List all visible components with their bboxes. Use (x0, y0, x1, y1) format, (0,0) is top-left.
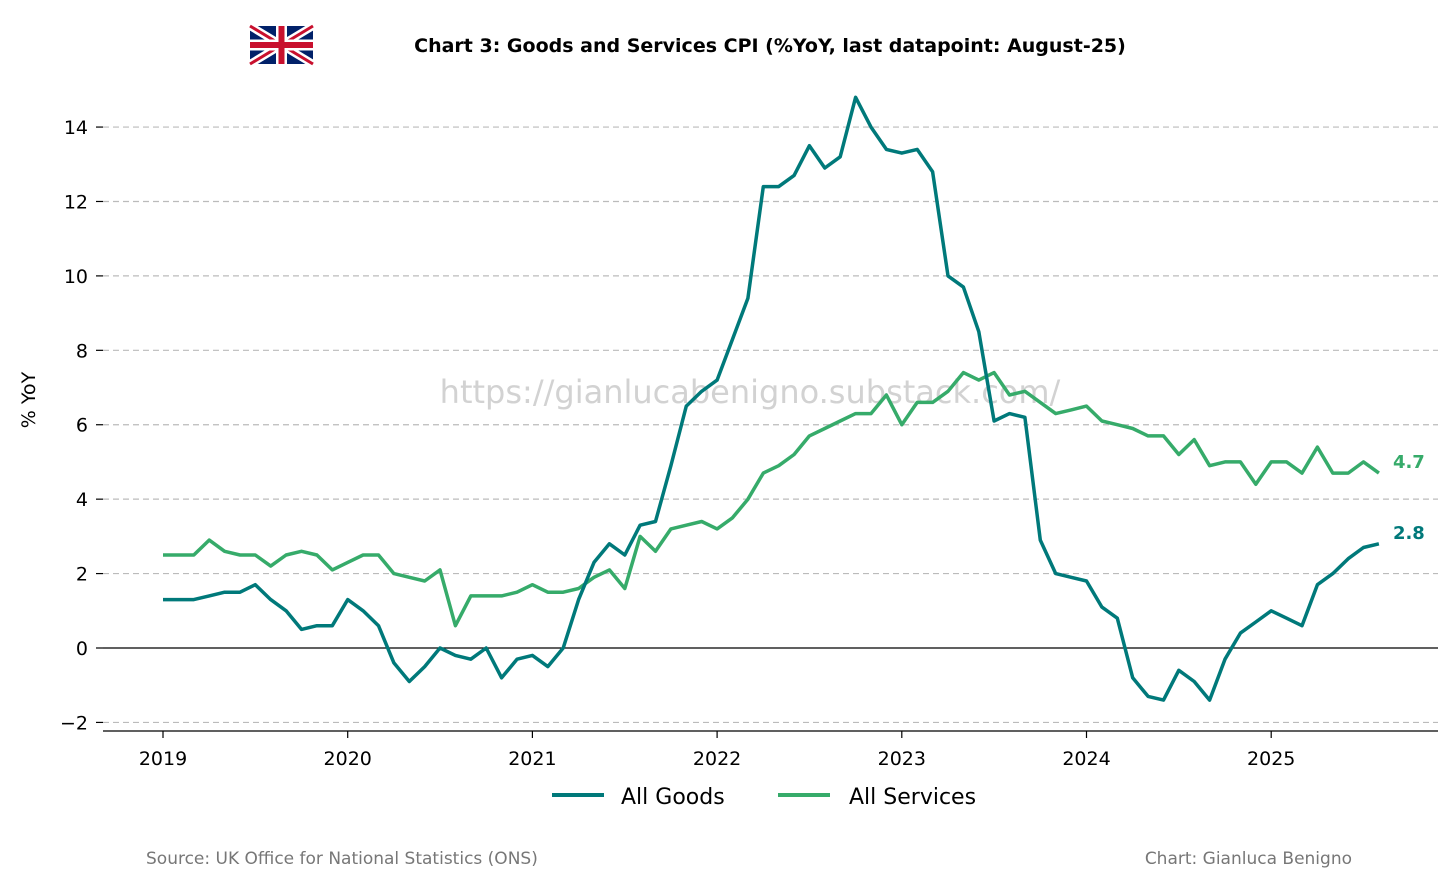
x-tick-label: 2020 (324, 748, 372, 770)
y-tick-label: 2 (76, 564, 88, 586)
uk-flag-icon (247, 22, 316, 68)
chart-title: Chart 3: Goods and Services CPI (%YoY, l… (414, 35, 1126, 57)
y-tick-label: 4 (76, 489, 88, 511)
x-tick-label: 2025 (1247, 748, 1295, 770)
y-tick-label: 12 (64, 191, 88, 213)
chart-credit: Chart: Gianluca Benigno (1145, 849, 1352, 869)
end-value-label: 2.8 (1393, 523, 1425, 544)
series-line-all-goods (163, 95, 1380, 702)
y-tick-label: 6 (76, 415, 88, 437)
x-tick-label: 2021 (508, 748, 556, 770)
y-tick-label: 0 (76, 638, 88, 660)
y-tick-label: −2 (60, 712, 88, 734)
legend: All Goods All Services (552, 785, 976, 810)
source-note: Source: UK Office for National Statistic… (146, 849, 538, 869)
series-line-all-services (163, 370, 1380, 628)
end-value-label: 4.7 (1393, 452, 1425, 473)
y-tick-label: 10 (64, 266, 88, 288)
legend-label-goods: All Goods (621, 785, 725, 810)
watermark: https://gianlucabenigno.substack.com/ (440, 373, 1061, 411)
x-tick-label: 2022 (693, 748, 741, 770)
legend-label-services: All Services (849, 785, 976, 810)
x-tick-label: 2024 (1062, 748, 1110, 770)
y-tick-label: 14 (64, 117, 88, 139)
x-tick-label: 2019 (139, 748, 187, 770)
y-axis-label: % YoY (18, 371, 40, 428)
x-tick-label: 2023 (878, 748, 926, 770)
y-tick-label: 8 (76, 340, 88, 362)
